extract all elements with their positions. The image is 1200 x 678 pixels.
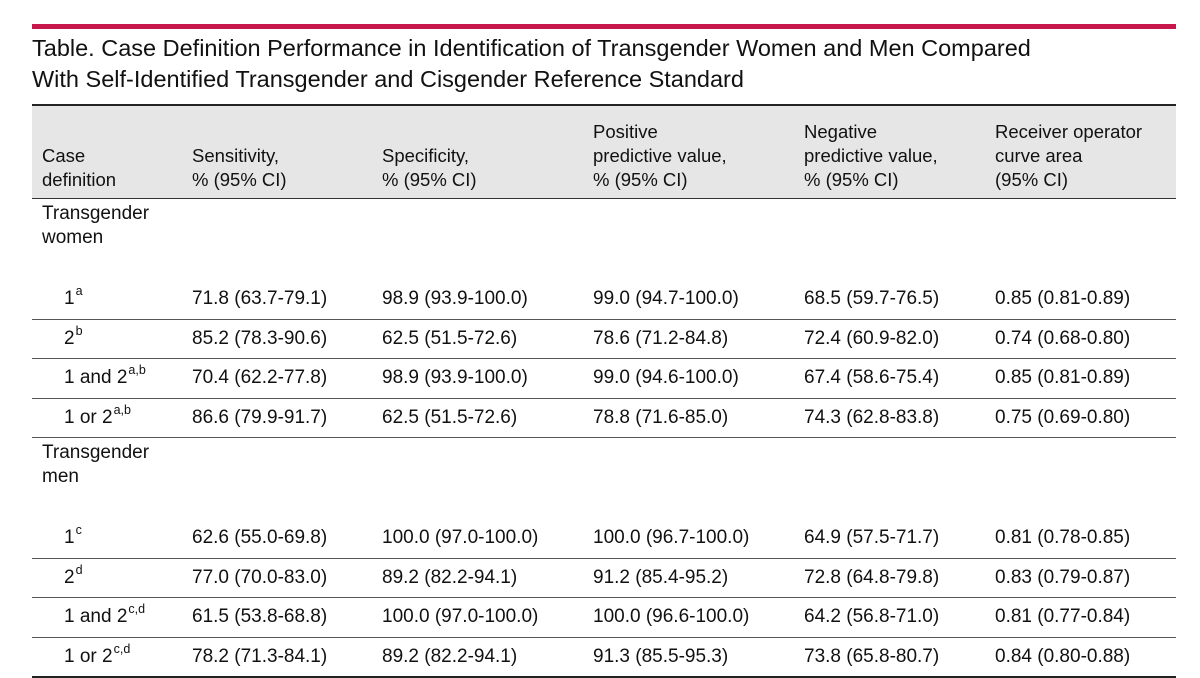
- cell-ppv: 91.2 (85.4-95.2): [593, 566, 729, 588]
- cell-sensitivity: 71.8 (63.7-79.1): [192, 288, 328, 309]
- cell-sensitivity: 61.5 (53.8-68.8): [192, 606, 328, 627]
- cell-npv: 64.2 (56.8-71.0): [804, 606, 940, 627]
- cell-npv: 72.8 (64.8-79.8): [804, 566, 940, 588]
- title-line-1: Table. Case Definition Performance in Id…: [32, 35, 1031, 61]
- cell-sensitivity: 86.6 (79.9-91.7): [192, 406, 328, 428]
- table-row: 1c 62.6 (55.0-69.8) 100.0 (97.0-100.0) 100.…: [32, 519, 1176, 559]
- table-body: Transgender women 1a 71.8 (63.7-79.1) 98.9 (…: [32, 199, 1176, 676]
- cell-roc: 0.81 (0.78-0.85): [995, 527, 1131, 548]
- cell-roc: 0.84 (0.80-0.88): [995, 645, 1131, 667]
- cell-roc: 0.81 (0.77-0.84): [995, 606, 1131, 627]
- cell-npv: 73.8 (65.8-80.7): [804, 645, 940, 667]
- title-line-2: With Self-Identified Transgender and Cis…: [32, 66, 744, 92]
- cell-specificity: 98.9 (93.9-100.0): [382, 367, 528, 388]
- header-npv: Negative predictive value,% (95% CI): [804, 121, 938, 190]
- cell-specificity: 89.2 (82.2-94.1): [382, 566, 518, 588]
- cell-roc: 0.83 (0.79-0.87): [995, 566, 1131, 588]
- table-row: 1 and 2a,b 70.4 (62.2-77.8) 98.9 (93.9-100…: [32, 359, 1176, 399]
- table-row: 1 and 2c,d 61.5 (53.8-68.8) 100.0 (97.0-10…: [32, 598, 1176, 638]
- cell-npv: 67.4 (58.6-75.4): [804, 367, 940, 388]
- cell-specificity: 100.0 (97.0-100.0): [382, 527, 539, 548]
- table-row: 1a 71.8 (63.7-79.1) 98.9 (93.9-100.0) 99.0 …: [32, 280, 1176, 320]
- accent-rule: [32, 24, 1176, 29]
- group-row: Transgender women: [32, 199, 1176, 280]
- header-ppv: Positive predictive value,% (95% CI): [593, 121, 727, 190]
- cell-npv: 72.4 (60.9-82.0): [804, 327, 940, 349]
- table-header: Case definition Sensitivity,% (95% CI) Sp…: [32, 106, 1176, 199]
- footnote-marker: a,b: [128, 363, 146, 377]
- header-sensitivity: Sensitivity,% (95% CI): [192, 145, 287, 190]
- cell-roc: 0.74 (0.68-0.80): [995, 327, 1131, 349]
- table-figure: Table. Case Definition Performance in Id…: [32, 24, 1176, 678]
- header-roc: Receiver operator curve area (95% CI): [995, 121, 1143, 190]
- cell-specificity: 100.0 (97.0-100.0): [382, 606, 539, 627]
- cell-ppv: 99.0 (94.7-100.0): [593, 288, 739, 309]
- cell-ppv: 91.3 (85.5-95.3): [593, 645, 729, 667]
- cell-ppv: 78.6 (71.2-84.8): [593, 327, 729, 349]
- table-row: 1 or 2c,d 78.2 (71.3-84.1) 89.2 (82.2-94.1…: [32, 638, 1176, 677]
- cell-case-definition: 1a: [64, 284, 83, 309]
- cell-npv: 68.5 (59.7-76.5): [804, 288, 940, 309]
- cell-npv: 64.9 (57.5-71.7): [804, 527, 940, 548]
- table-row: 2b 85.2 (78.3-90.6) 62.5 (51.5-72.6) 78.6 (…: [32, 320, 1176, 359]
- table-title: Table. Case Definition Performance in Id…: [32, 33, 1172, 95]
- cell-case-definition: 1 or 2c,d: [64, 641, 131, 667]
- cell-case-definition: 1 or 2a,b: [64, 402, 131, 428]
- header-case-definition: Case definition: [42, 145, 117, 190]
- header-specificity: Specificity,% (95% CI): [382, 145, 477, 190]
- cell-npv: 74.3 (62.8-83.8): [804, 406, 940, 428]
- cell-sensitivity: 70.4 (62.2-77.8): [192, 367, 328, 388]
- table-row: 2d 77.0 (70.0-83.0) 89.2 (82.2-94.1) 91.2 (…: [32, 559, 1176, 598]
- cell-case-definition: 1 and 2c,d: [64, 602, 146, 627]
- cell-specificity: 89.2 (82.2-94.1): [382, 645, 518, 667]
- cell-ppv: 100.0 (96.7-100.0): [593, 527, 750, 548]
- footnote-marker: b: [75, 323, 83, 338]
- cell-sensitivity: 78.2 (71.3-84.1): [192, 645, 328, 667]
- footnote-marker: c,d: [128, 602, 146, 616]
- cell-ppv: 99.0 (94.6-100.0): [593, 367, 739, 388]
- footnote-marker: c: [75, 523, 82, 537]
- cell-sensitivity: 85.2 (78.3-90.6): [192, 327, 328, 349]
- cell-sensitivity: 77.0 (70.0-83.0): [192, 566, 328, 588]
- cell-case-definition: 1c: [64, 523, 82, 548]
- footnote-marker: a,b: [113, 402, 131, 417]
- cell-case-definition: 2d: [64, 562, 83, 588]
- cell-ppv: 78.8 (71.6-85.0): [593, 406, 729, 428]
- group-label: Transgender women: [42, 203, 150, 248]
- data-table: Case definition Sensitivity,% (95% CI) Sp…: [32, 104, 1176, 678]
- cell-specificity: 98.9 (93.9-100.0): [382, 288, 528, 309]
- cell-sensitivity: 62.6 (55.0-69.8): [192, 527, 328, 548]
- cell-roc: 0.75 (0.69-0.80): [995, 406, 1131, 428]
- group-row: Transgender men: [32, 438, 1176, 519]
- cell-specificity: 62.5 (51.5-72.6): [382, 406, 518, 428]
- group-label: Transgender men: [42, 442, 150, 487]
- cell-ppv: 100.0 (96.6-100.0): [593, 606, 750, 627]
- cell-case-definition: 1 and 2a,b: [64, 363, 146, 388]
- footnote-marker: d: [75, 562, 83, 577]
- cell-roc: 0.85 (0.81-0.89): [995, 367, 1131, 388]
- footnote-marker: a: [75, 284, 83, 298]
- table-row: 1 or 2a,b 86.6 (79.9-91.7) 62.5 (51.5-72.6…: [32, 399, 1176, 438]
- cell-specificity: 62.5 (51.5-72.6): [382, 327, 518, 349]
- cell-case-definition: 2b: [64, 323, 83, 349]
- cell-roc: 0.85 (0.81-0.89): [995, 288, 1131, 309]
